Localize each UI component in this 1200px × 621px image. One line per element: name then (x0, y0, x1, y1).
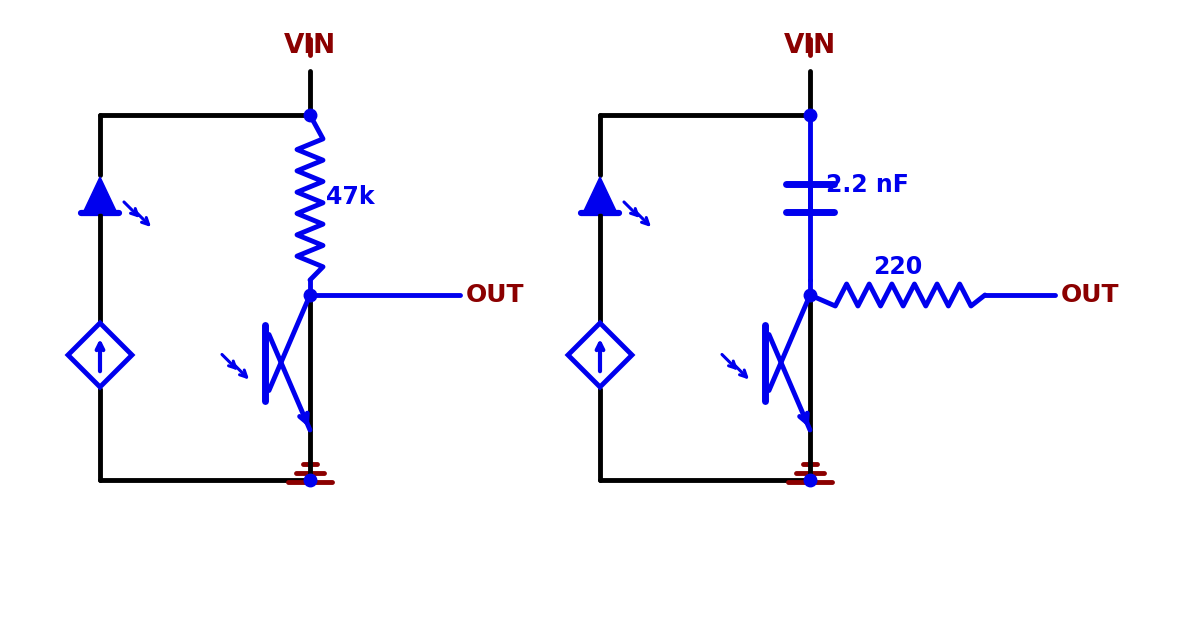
Polygon shape (583, 177, 617, 213)
Text: 2.2 nF: 2.2 nF (826, 173, 908, 197)
Text: VIN: VIN (784, 33, 836, 59)
Text: OUT: OUT (466, 283, 524, 307)
Polygon shape (568, 323, 632, 387)
Text: 47k: 47k (326, 186, 374, 209)
Polygon shape (68, 323, 132, 387)
Text: 220: 220 (872, 255, 922, 279)
Polygon shape (83, 177, 118, 213)
Text: VIN: VIN (284, 33, 336, 59)
Text: OUT: OUT (1061, 283, 1120, 307)
